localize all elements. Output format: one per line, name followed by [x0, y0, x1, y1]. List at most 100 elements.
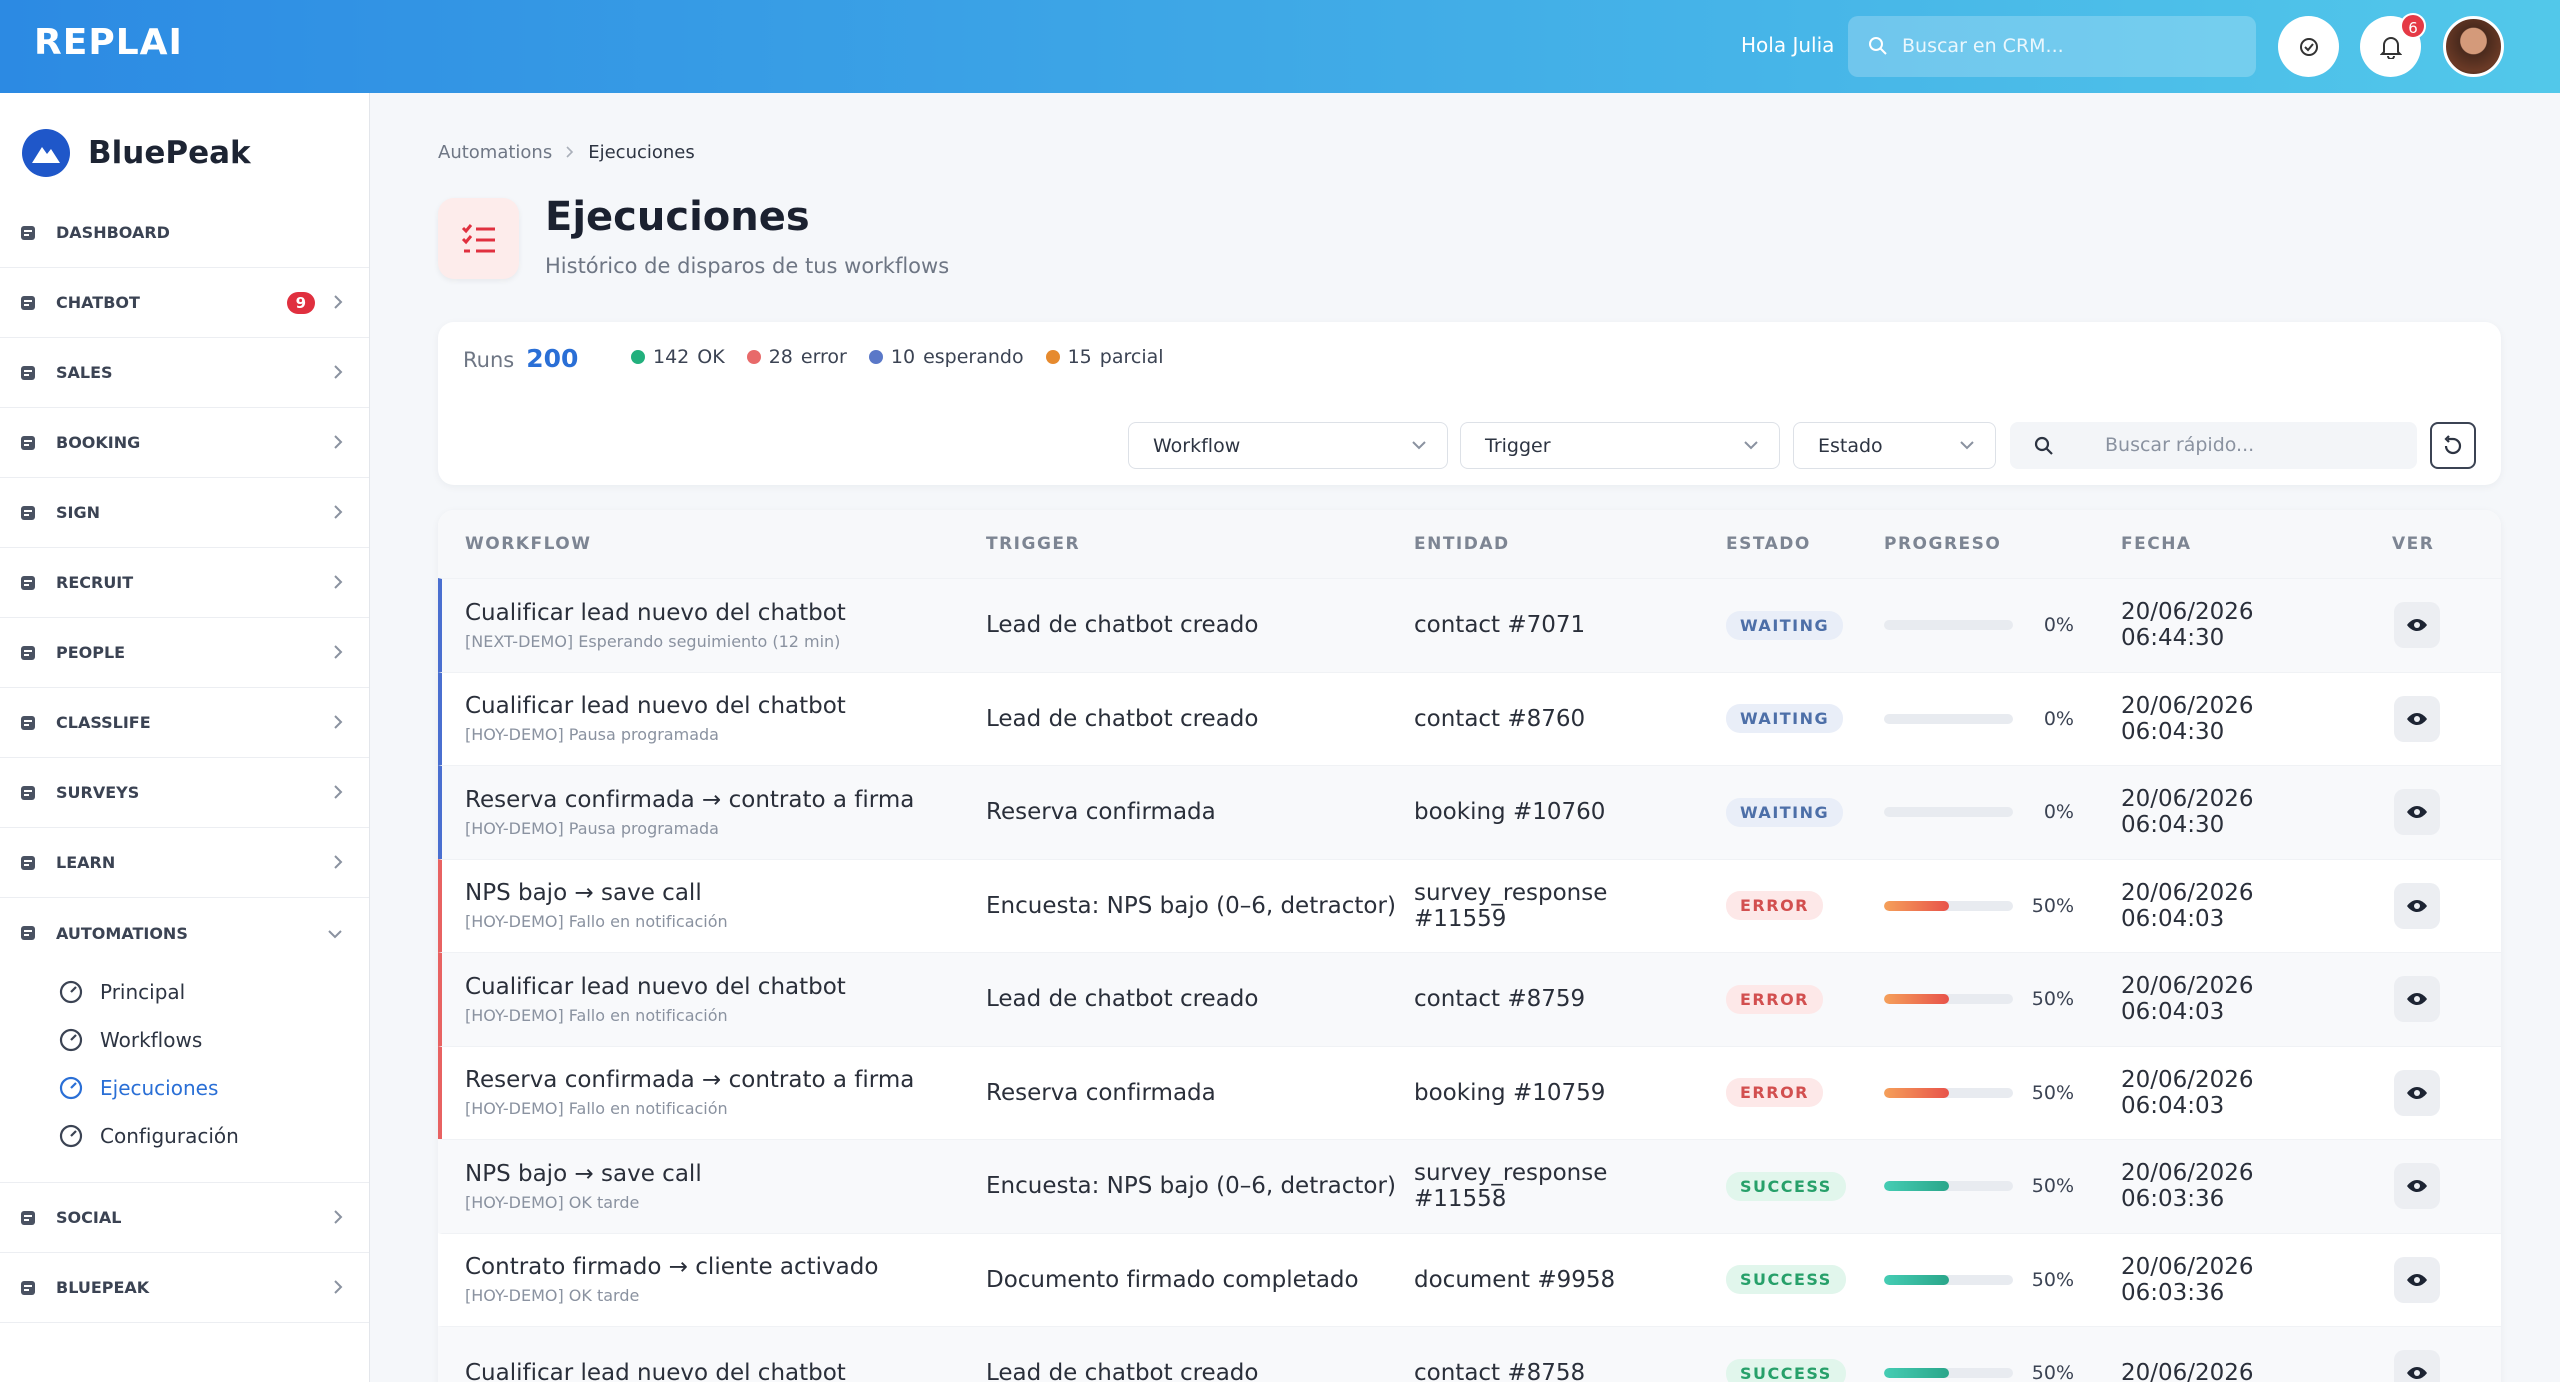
menu-item[interactable]: CHATBOT 9	[0, 268, 369, 338]
filter-select[interactable]: Trigger	[1460, 422, 1780, 469]
progress-fill	[1884, 900, 1949, 911]
progress-label: 50%	[2031, 1081, 2074, 1104]
submenu-label: Configuración	[100, 1124, 239, 1148]
workflow-note: [HOY-DEMO] Pausa programada	[465, 818, 719, 838]
view-button[interactable]	[2394, 1350, 2440, 1382]
trigger: Lead de chatbot creado	[986, 705, 1259, 732]
time: 06:04:03	[2121, 905, 2225, 932]
brand[interactable]: BluePeak	[22, 129, 251, 177]
crm-search[interactable]: Buscar en CRM...	[1848, 16, 2256, 77]
menu-item[interactable]: RECRUIT	[0, 548, 369, 618]
menu-item[interactable]: PEOPLE	[0, 618, 369, 688]
chevron	[333, 1279, 343, 1299]
trigger: Lead de chatbot creado	[986, 1360, 1259, 1382]
view-button[interactable]	[2394, 602, 2440, 649]
view-button[interactable]	[2394, 882, 2440, 929]
menu-item[interactable]: BOOKING	[0, 408, 369, 478]
menu-icon	[18, 363, 38, 383]
menu-item[interactable]: BLUEPEAK	[0, 1253, 369, 1323]
view-cell	[2392, 882, 2501, 929]
progress-track	[1884, 1368, 2013, 1379]
view-button[interactable]	[2394, 695, 2440, 742]
stat-label: error	[800, 346, 847, 368]
progress-track	[1884, 807, 2013, 818]
date-cell: 20/06/2026 06:03:36	[2121, 1254, 2392, 1306]
view-button[interactable]	[2394, 789, 2440, 836]
table-row: Cualificar lead nuevo del chatbot [HOY-DE…	[438, 952, 2501, 1046]
date: 20/06/2026	[2121, 786, 2254, 813]
submenu-icon	[58, 1123, 84, 1149]
menu-icon	[18, 1278, 38, 1298]
filter-select[interactable]: Estado	[1793, 422, 1996, 469]
chevron	[333, 1209, 343, 1229]
progress-fill	[1884, 994, 1949, 1005]
quick-search[interactable]: Buscar rápido...	[2010, 422, 2417, 469]
menu-item[interactable]: CLASSLIFE	[0, 688, 369, 758]
status-badge: ERROR	[1726, 891, 1823, 921]
status-cell: SUCCESS	[1726, 1358, 1884, 1382]
menu-icon	[18, 293, 38, 313]
breadcrumb-item[interactable]: Automations	[438, 142, 553, 163]
stat-label: OK	[697, 346, 725, 368]
view-button[interactable]	[2394, 1069, 2440, 1116]
table-header: WORKFLOW TRIGGER ENTIDAD ESTADO PROGRESO FECH…	[438, 510, 2501, 578]
workflow-name: Cualificar lead nuevo del chatbot	[465, 973, 846, 1000]
menu-badge: 9	[286, 292, 315, 314]
chevron	[333, 434, 343, 454]
progress-track	[1884, 900, 2013, 911]
menu-item[interactable]: AUTOMATIONS	[0, 898, 369, 968]
menu-item[interactable]: LEARN	[0, 828, 369, 898]
stat: 10 esperando	[868, 346, 1024, 368]
submenu-item[interactable]: Configuración	[0, 1112, 369, 1160]
date: 20/06/2026	[2121, 879, 2254, 906]
date-cell: 20/06/2026 06:04:03	[2121, 1067, 2392, 1119]
stat-count: 142	[653, 346, 690, 368]
menu-item[interactable]: SIGN	[0, 478, 369, 548]
filter-select[interactable]: Workflow	[1128, 422, 1448, 469]
progress-fill	[1884, 1181, 1949, 1192]
filter-label: Estado	[1818, 435, 1883, 457]
runs: Runs 200	[463, 344, 578, 373]
stat-count: 10	[890, 346, 916, 368]
status-badge: WAITING	[1726, 610, 1844, 640]
submenu-item[interactable]: Principal	[0, 968, 369, 1016]
menu-label: AUTOMATIONS	[56, 923, 188, 943]
logo[interactable]: REPLAI	[34, 22, 183, 63]
submenu-item[interactable]: Workflows	[0, 1016, 369, 1064]
menu-label: LEARN	[56, 853, 116, 872]
notification-badge: 6	[2400, 13, 2426, 39]
time: 06:04:30	[2121, 718, 2225, 745]
progress-label: 0%	[2043, 801, 2074, 824]
refresh-button[interactable]	[2430, 422, 2476, 469]
menu-item[interactable]: SURVEYS	[0, 758, 369, 828]
entity: contact #8760	[1414, 705, 1586, 732]
menu: DASHBOARD CHATBOT 9 SALES BOOKING SIGN RECRUIT…	[0, 198, 369, 1323]
status-button[interactable]	[2278, 16, 2339, 77]
stat-count: 15	[1067, 346, 1092, 368]
greeting: Hola Julia	[1741, 33, 1835, 57]
workflow-note: [HOY-DEMO] OK tarde	[465, 1286, 640, 1306]
date: 20/06/2026	[2121, 599, 2254, 626]
view-button[interactable]	[2394, 1163, 2440, 1210]
progress-cell: 50%	[1884, 1269, 2121, 1291]
status-badge: SUCCESS	[1726, 1265, 1846, 1295]
progress-label: 50%	[2031, 1268, 2074, 1291]
view-button[interactable]	[2394, 1256, 2440, 1303]
workflow-cell: NPS bajo → save call [HOY-DEMO] Fallo en …	[465, 880, 986, 931]
view-cell	[2392, 976, 2501, 1023]
workflow-note: [HOY-DEMO] Fallo en notificación	[465, 1099, 728, 1119]
submenu-icon	[58, 1075, 84, 1101]
chevron	[333, 504, 343, 524]
submenu-item[interactable]: Ejecuciones	[0, 1064, 369, 1112]
submenu-icon	[58, 979, 84, 1005]
view-button[interactable]	[2394, 976, 2440, 1023]
menu-item[interactable]: DASHBOARD	[0, 198, 369, 268]
status-badge: SUCCESS	[1726, 1358, 1846, 1382]
menu-label: BLUEPEAK	[56, 1278, 150, 1297]
menu-item[interactable]: SOCIAL	[0, 1183, 369, 1253]
menu-item[interactable]: SALES	[0, 338, 369, 408]
table-row: Cualificar lead nuevo del chatbot [NEXT-D…	[438, 578, 2501, 672]
user-avatar[interactable]	[2443, 16, 2504, 77]
page-icon	[438, 198, 519, 279]
